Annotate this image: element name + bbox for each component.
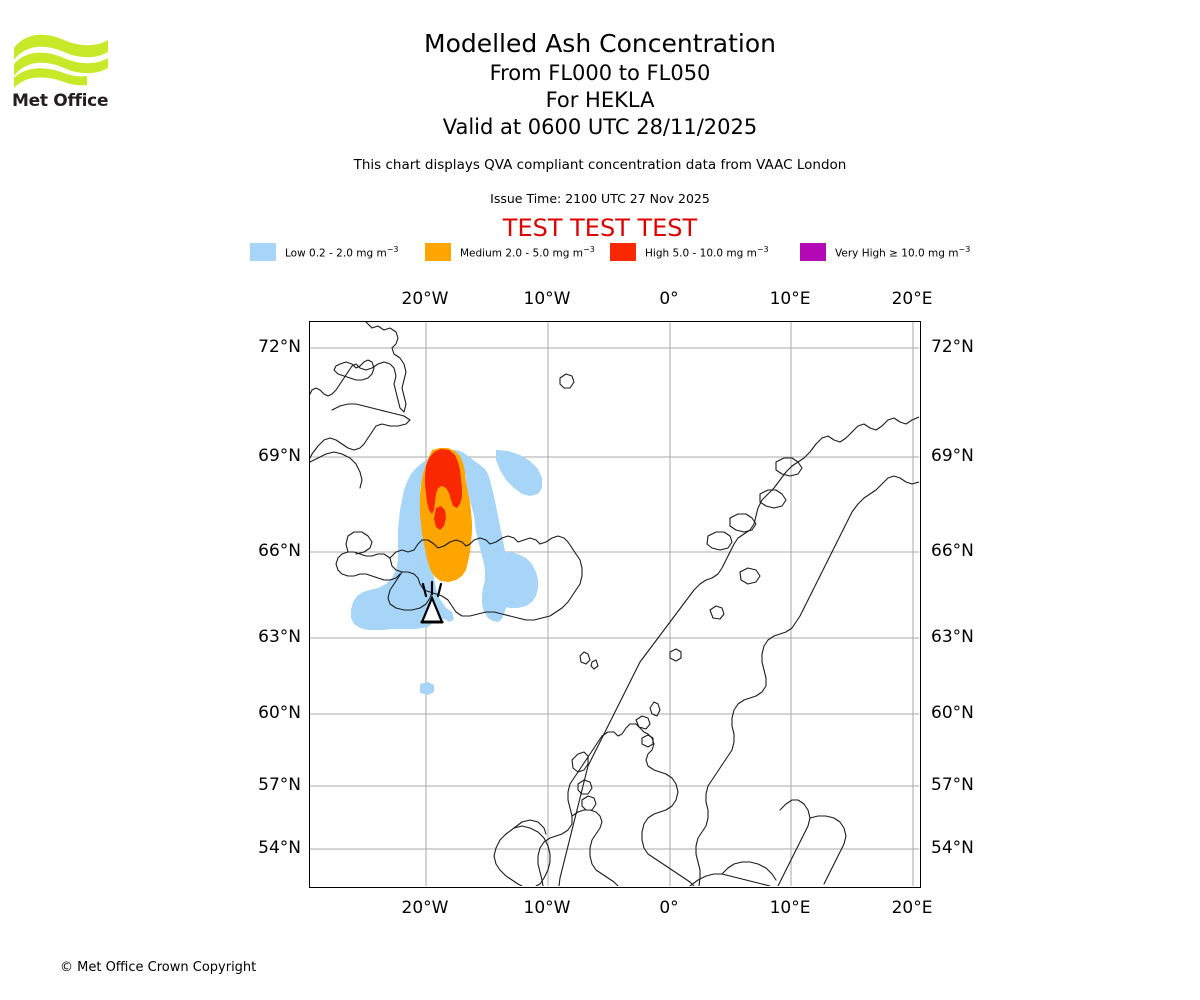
lat-label-right-4: 60°N: [931, 703, 974, 723]
hekla-volcano-marker: [420, 580, 444, 624]
coastline-faroes: [579, 651, 591, 665]
met-office-logo: Met Office: [12, 28, 122, 113]
coastline-iceland: [389, 535, 583, 621]
lat-label-right-2: 66°N: [931, 541, 974, 561]
coastline-norway-island-2: [709, 605, 725, 620]
legend-item-1: Medium 2.0 - 5.0 mg m−3: [425, 242, 595, 262]
coastline-orkney: [635, 715, 651, 730]
lat-label-left-3: 63°N: [258, 627, 301, 647]
lon-label-top-1: 10°W: [523, 289, 571, 309]
lon-label-bottom-3: 10°E: [769, 898, 811, 918]
coastline-uk-midwest: [571, 809, 619, 886]
legend-label-0: Low 0.2 - 2.0 mg m−3: [285, 244, 399, 260]
coastline-norway-west: [558, 416, 919, 886]
lat-label-right-3: 63°N: [931, 627, 974, 647]
coastline-vesteralen: [775, 457, 803, 477]
ash-contour-low-speck: [420, 682, 434, 695]
lat-label-right-5: 57°N: [931, 775, 974, 795]
lat-label-left-0: 72°N: [258, 337, 301, 357]
coastline-iceland-nw-fjords: [335, 551, 401, 581]
ash-contour-low: [351, 450, 510, 630]
coastline-denmark-east: [809, 815, 847, 885]
coastline-hebrides-2: [577, 779, 593, 795]
title-line-volcano: For HEKLA: [545, 88, 655, 112]
coastline-norway-island-4: [641, 734, 654, 748]
legend-swatch-3: [800, 243, 826, 261]
coastline-lofoten: [759, 489, 787, 509]
coastline-ireland: [505, 825, 551, 886]
coastline-lofoten-2: [729, 513, 757, 533]
ash-plume-contours: [351, 448, 542, 695]
issue-time: Issue Time: 2100 UTC 27 Nov 2025: [490, 191, 710, 206]
lon-label-top-0: 20°W: [401, 289, 449, 309]
coastline-iceland-nw-spur: [345, 531, 373, 555]
coastline-greenland-peninsula: [310, 403, 411, 459]
coastline-iceland-sw: [387, 571, 433, 611]
title-line-flight-levels: From FL000 to FL050: [489, 61, 711, 85]
coastline-jan-mayen: [559, 373, 575, 389]
coastline-lofoten-3: [706, 531, 733, 551]
legend-label-3: Very High ≥ 10.0 mg m−3: [835, 244, 971, 260]
test-banner: TEST TEST TEST: [502, 214, 698, 242]
lat-label-left-1: 69°N: [258, 446, 301, 466]
lon-label-top-3: 10°E: [769, 289, 811, 309]
page-title: Modelled Ash Concentration From FL000 to…: [240, 28, 960, 141]
ash-contour-high-tail: [434, 506, 446, 530]
legend-item-2: High 5.0 - 10.0 mg m−3: [610, 242, 769, 262]
lon-label-top-4: 20°E: [891, 289, 933, 309]
coastline-lowlands: [721, 861, 777, 881]
coastline-ireland-w: [493, 833, 523, 886]
legend-label-2: High 5.0 - 10.0 mg m−3: [645, 244, 769, 260]
lon-label-bottom-0: 20°W: [401, 898, 449, 918]
legend-swatch-0: [250, 243, 276, 261]
legend-item-3: Very High ≥ 10.0 mg m−3: [800, 242, 970, 262]
legend-swatch-1: [425, 243, 451, 261]
ash-concentration-map: [309, 321, 921, 888]
ash-contour-low-lobe: [486, 552, 538, 608]
lon-label-bottom-2: 0°: [659, 898, 679, 918]
lat-label-left-4: 60°N: [258, 703, 301, 723]
lat-label-right-1: 69°N: [931, 446, 974, 466]
lat-label-right-0: 72°N: [931, 337, 974, 357]
title-line-main: Modelled Ash Concentration: [424, 29, 776, 58]
lon-label-top-2: 0°: [659, 289, 679, 309]
coastline-greenland-south: [310, 451, 363, 489]
coastline-continent-south: [689, 873, 771, 886]
coastline-greenland: [310, 322, 407, 413]
coastline-scotland: [601, 723, 695, 886]
coastlines: [310, 322, 919, 886]
coastline-outer-hebrides: [571, 751, 589, 773]
lat-label-left-5: 57°N: [258, 775, 301, 795]
lat-label-left-2: 66°N: [258, 541, 301, 561]
graticule-grid: [310, 322, 919, 886]
ash-contour-low-streak: [496, 450, 542, 496]
coastline-norway-island-1: [739, 567, 761, 585]
title-line-valid-time: Valid at 0600 UTC 28/11/2025: [442, 115, 758, 139]
copyright-text: © Met Office Crown Copyright: [60, 960, 257, 975]
coastline-hebrides-3: [581, 795, 597, 811]
coastline-greenland-inner: [333, 359, 375, 381]
met-office-wave-mark: [14, 34, 108, 88]
map-canvas: [310, 322, 919, 886]
legend-label-1: Medium 2.0 - 5.0 mg m−3: [460, 244, 595, 260]
lon-label-bottom-1: 10°W: [523, 898, 571, 918]
ash-contour-high: [425, 449, 462, 514]
lat-label-right-6: 54°N: [931, 838, 974, 858]
legend-item-0: Low 0.2 - 2.0 mg m−3: [250, 242, 398, 262]
coastline-norway-island-3: [669, 648, 682, 662]
coastline-shetland: [649, 701, 661, 717]
coastline-norway-inland: [695, 475, 919, 886]
concentration-legend: Low 0.2 - 2.0 mg m−3 Medium 2.0 - 5.0 mg …: [250, 242, 990, 262]
coastline-faroes-2: [590, 659, 599, 670]
coastline-ireland-n: [513, 819, 547, 835]
coastline-denmark: [777, 799, 811, 886]
lon-label-bottom-4: 20°E: [891, 898, 933, 918]
chart-note: This chart displays QVA compliant concen…: [353, 157, 847, 173]
legend-swatch-2: [610, 243, 636, 261]
lat-label-left-6: 54°N: [258, 838, 301, 858]
met-office-logo-text: Met Office: [12, 91, 109, 111]
